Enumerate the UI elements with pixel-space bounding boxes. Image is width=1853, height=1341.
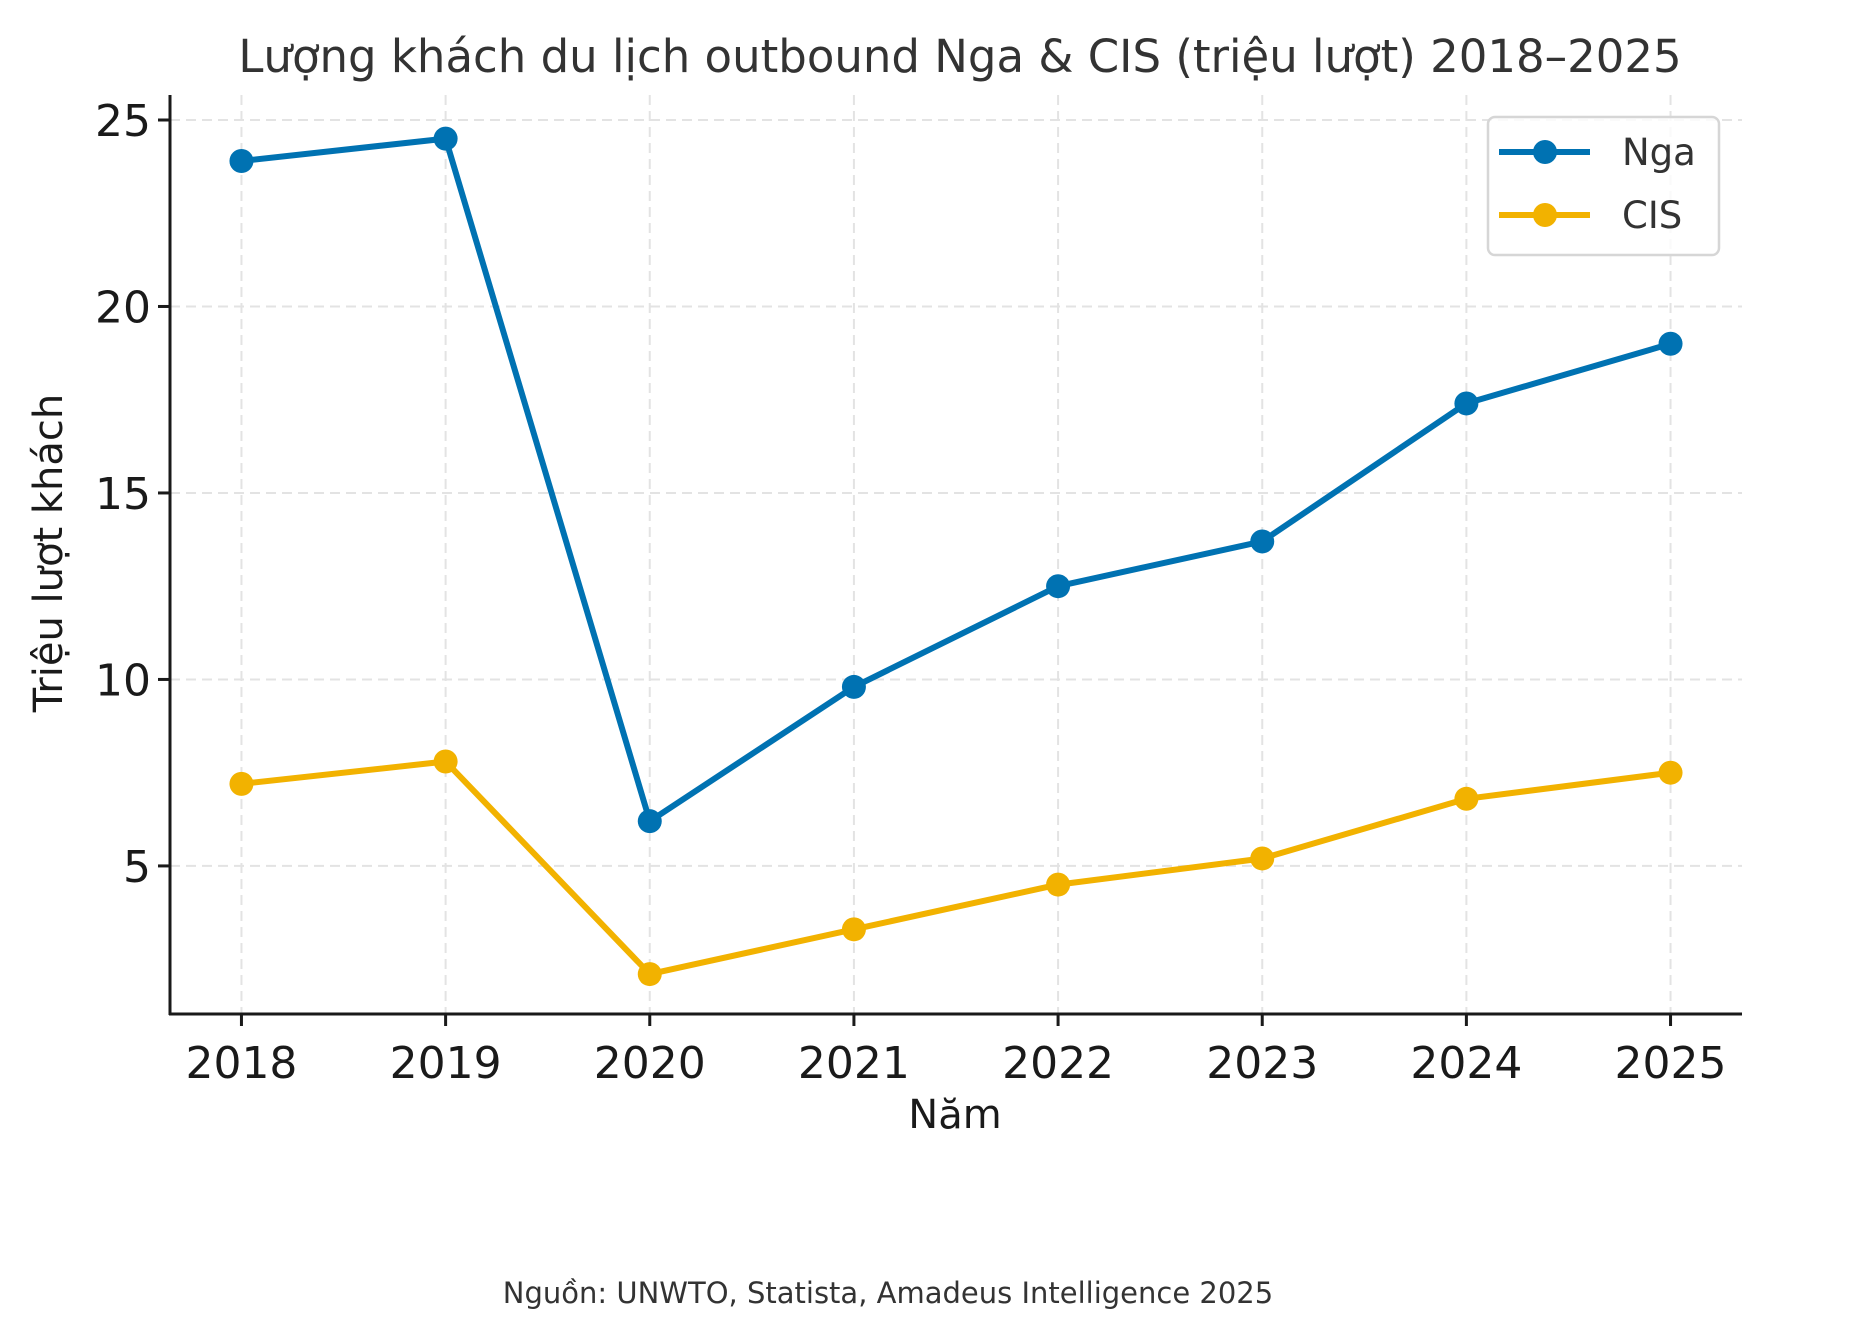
legend-marker-icon (1533, 203, 1557, 227)
data-point (637, 962, 662, 987)
source-note: Nguồn: UNWTO, Statista, Amadeus Intellig… (503, 1276, 1273, 1310)
x-tick-label: 2018 (185, 1038, 297, 1089)
x-tick-label: 2019 (390, 1038, 502, 1089)
legend-item-cis: CIS (1499, 194, 1682, 237)
y-tick-label: 25 (95, 96, 151, 147)
data-point (1250, 529, 1275, 554)
data-point (1046, 872, 1071, 897)
data-point (1454, 391, 1479, 416)
chart-title: Lượng khách du lịch outbound Nga & CIS (… (238, 30, 1681, 83)
x-tick-label: 2020 (594, 1038, 706, 1089)
x-tick-label: 2021 (798, 1038, 910, 1089)
y-axis-ticks: 5 10 15 20 25 (95, 96, 170, 893)
series-layer (229, 126, 1683, 987)
y-axis-label: Triệu lượt khách (26, 394, 72, 714)
data-point (1046, 574, 1071, 599)
data-point (1250, 846, 1275, 871)
x-tick-label: 2023 (1206, 1038, 1318, 1089)
data-point (433, 126, 458, 151)
legend: Nga CIS (1486, 115, 1721, 257)
data-point (1658, 331, 1683, 356)
data-point (229, 771, 254, 796)
data-point (637, 809, 662, 834)
legend-marker-icon (1533, 140, 1557, 164)
x-tick-label: 2022 (1002, 1038, 1114, 1089)
series-cis (229, 749, 1683, 987)
x-axis-label: Năm (908, 1092, 1001, 1138)
series-line (238, 758, 1674, 978)
x-tick-label: 2024 (1410, 1038, 1522, 1089)
series-nga (229, 126, 1683, 834)
legend-label: Nga (1622, 131, 1696, 174)
legend-label: CIS (1622, 194, 1682, 237)
series-line (238, 135, 1674, 825)
data-point (229, 149, 254, 174)
y-tick-label: 5 (123, 842, 151, 893)
x-axis-ticks: 2018 2019 2020 2021 2022 2023 2024 2025 (185, 1014, 1727, 1089)
legend-item-nga: Nga (1499, 131, 1696, 174)
data-point (841, 917, 866, 942)
data-point (1658, 760, 1683, 785)
data-point (433, 749, 458, 774)
grid-lines (170, 95, 1742, 1014)
y-tick-label: 15 (95, 469, 151, 520)
y-tick-label: 10 (95, 655, 151, 706)
data-point (1454, 786, 1479, 811)
y-tick-label: 20 (95, 282, 151, 333)
x-tick-label: 2025 (1615, 1038, 1727, 1089)
data-point (841, 674, 866, 699)
